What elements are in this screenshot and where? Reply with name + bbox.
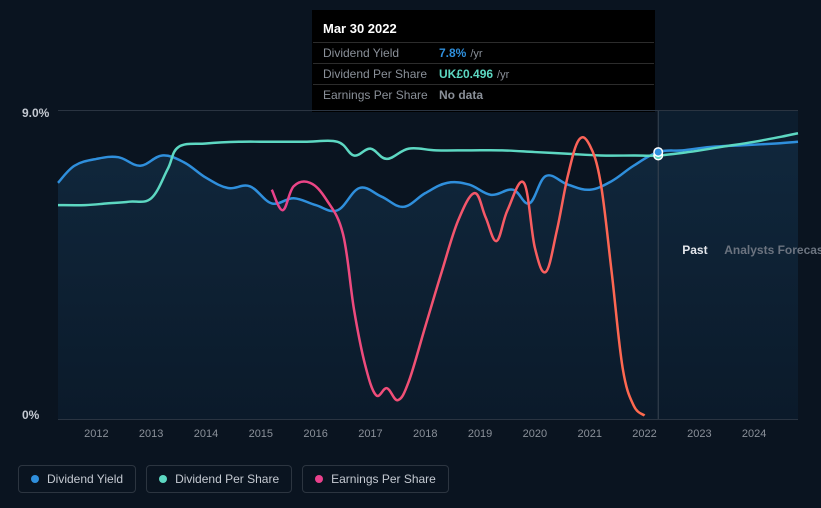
legend-item-dividend-per-share[interactable]: Dividend Per Share bbox=[146, 465, 292, 493]
x-axis-tick-label: 2017 bbox=[358, 428, 382, 440]
x-axis-tick-label: 2021 bbox=[577, 428, 601, 440]
x-axis-tick-label: 2024 bbox=[742, 428, 766, 440]
y-axis-min-label: 0% bbox=[22, 408, 39, 422]
x-axis-tick-label: 2013 bbox=[139, 428, 163, 440]
legend-item-dividend-yield[interactable]: Dividend Yield bbox=[18, 465, 136, 493]
x-axis-labels: 2012 2013 2014 2015 2016 2017 2018 2019 2020 2021… bbox=[58, 428, 798, 448]
tooltip-row: Dividend Per Share UK£0.496 /yr bbox=[313, 63, 654, 84]
legend-dot bbox=[159, 475, 167, 483]
x-axis-tick-label: 2016 bbox=[303, 428, 327, 440]
legend-label: Earnings Per Share bbox=[331, 472, 436, 486]
marker-dot bbox=[655, 149, 662, 156]
tooltip-value: No data bbox=[439, 88, 483, 102]
x-axis-tick-label: 2012 bbox=[84, 428, 108, 440]
tooltip-label: Earnings Per Share bbox=[323, 88, 439, 102]
tooltip-date: Mar 30 2022 bbox=[313, 17, 654, 42]
forecast-region-label: Analysts Forecasts bbox=[724, 243, 821, 257]
x-axis-tick-label: 2019 bbox=[468, 428, 492, 440]
x-axis-tick-label: 2022 bbox=[632, 428, 656, 440]
plot-area[interactable]: Past Analysts Forecasts bbox=[58, 110, 798, 420]
tooltip-row: Earnings Per Share No data bbox=[313, 84, 654, 105]
legend-label: Dividend Yield bbox=[47, 472, 123, 486]
chart-svg bbox=[58, 111, 798, 419]
x-axis-tick-label: 2020 bbox=[523, 428, 547, 440]
x-axis-tick-label: 2015 bbox=[249, 428, 273, 440]
dividend-yield-area bbox=[58, 142, 798, 419]
x-axis-tick-label: 2018 bbox=[413, 428, 437, 440]
y-axis-max-label: 9.0% bbox=[22, 106, 49, 120]
dividend-chart: Mar 30 2022 Dividend Yield 7.8% /yr Divi… bbox=[0, 0, 821, 508]
legend-item-earnings-per-share[interactable]: Earnings Per Share bbox=[302, 465, 449, 493]
chart-legend: Dividend Yield Dividend Per Share Earnin… bbox=[18, 465, 449, 493]
tooltip-value: UK£0.496 bbox=[439, 67, 493, 81]
chart-tooltip: Mar 30 2022 Dividend Yield 7.8% /yr Divi… bbox=[312, 10, 655, 112]
tooltip-label: Dividend Yield bbox=[323, 46, 439, 60]
tooltip-unit: /yr bbox=[497, 69, 509, 81]
legend-dot bbox=[315, 475, 323, 483]
tooltip-unit: /yr bbox=[470, 48, 482, 60]
past-region-label: Past bbox=[682, 243, 707, 257]
tooltip-value: 7.8% bbox=[439, 46, 466, 60]
x-axis-tick-label: 2023 bbox=[687, 428, 711, 440]
legend-label: Dividend Per Share bbox=[175, 472, 279, 486]
legend-dot bbox=[31, 475, 39, 483]
x-axis-tick-label: 2014 bbox=[194, 428, 218, 440]
tooltip-label: Dividend Per Share bbox=[323, 67, 439, 81]
tooltip-row: Dividend Yield 7.8% /yr bbox=[313, 42, 654, 63]
